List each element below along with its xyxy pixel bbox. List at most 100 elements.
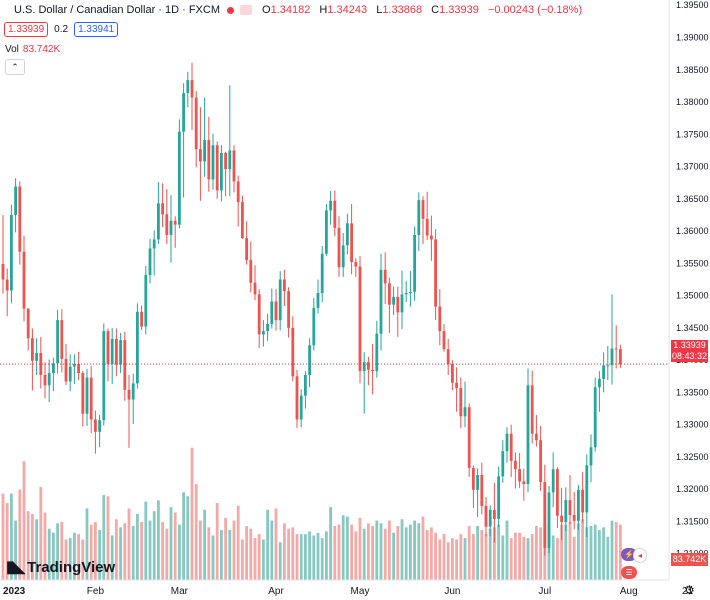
volume-bar: [47, 528, 51, 580]
candle-body: [131, 383, 135, 400]
candle-body: [270, 301, 274, 325]
candle-body: [362, 362, 366, 372]
candle-body: [119, 340, 122, 365]
currency-flag-icon[interactable]: ☰: [621, 566, 637, 579]
volume-bar: [136, 513, 139, 580]
buy-button[interactable]: 1.33941: [74, 22, 119, 37]
volume-bar: [400, 519, 404, 580]
volume-bar: [56, 523, 59, 580]
volume-bar: [224, 517, 227, 580]
time-tick-label: Jul: [538, 586, 551, 597]
volume-bar: [505, 520, 509, 580]
volume-bar: [77, 534, 80, 580]
candle-body: [434, 239, 437, 307]
price-tick-label: 1.31500: [676, 516, 709, 526]
candle-body: [564, 500, 568, 523]
candle-layer: [1, 62, 622, 556]
open-value: 1.34182: [270, 4, 311, 16]
collapse-legend-icon[interactable]: ⌃: [5, 59, 25, 75]
volume-bar: [18, 489, 22, 580]
volume-bar: [425, 530, 429, 580]
volume-bar: [207, 527, 211, 580]
volume-bar: [161, 521, 164, 580]
volume-bar: [215, 503, 219, 580]
candle-body: [207, 140, 211, 180]
volume-bar: [325, 531, 328, 580]
volume-bar: [430, 527, 433, 580]
volume-bar: [392, 532, 395, 580]
volume-bar: [572, 536, 576, 580]
candle-body: [316, 293, 320, 308]
volume-bar: [530, 534, 534, 580]
price-tick-label: 1.32000: [676, 484, 709, 494]
event-flag-icon[interactable]: ◂: [633, 548, 647, 563]
change-value: −0.00243 (−0.18%): [487, 4, 583, 16]
volume-bar: [434, 532, 437, 580]
flag-icon[interactable]: [240, 5, 253, 15]
candle-body: [493, 509, 496, 519]
candle-body: [85, 377, 89, 414]
candle-body: [375, 333, 379, 372]
candle-body: [266, 324, 269, 332]
volume-bar: [241, 539, 244, 580]
time-tick-label: Apr: [268, 586, 284, 597]
volume-bar: [278, 542, 282, 580]
volume-bar: [577, 523, 580, 580]
candle-body: [35, 353, 38, 361]
candle-body: [47, 373, 51, 386]
candle-body: [421, 200, 425, 219]
candle-body: [236, 181, 240, 203]
candle-body: [5, 279, 9, 291]
candle-body: [203, 140, 206, 162]
candle-body: [598, 378, 601, 388]
volume-bar: [417, 523, 421, 580]
volume-bar: [375, 520, 379, 580]
volume-bar: [220, 530, 223, 580]
candle-body: [518, 469, 521, 482]
candle-body: [140, 311, 143, 327]
candle-body: [509, 433, 513, 461]
candle-body: [350, 223, 353, 263]
volume-bar: [165, 528, 169, 580]
candle-body: [22, 251, 26, 309]
volume-bar: [333, 526, 337, 580]
volume-bar: [102, 494, 106, 580]
volume-bar: [85, 508, 89, 580]
volume-bar: [358, 517, 362, 580]
price-axis[interactable]: 1.39500 1.39000 1.38500 1.38000 1.37500 1.370…: [676, 0, 709, 559]
settings-icon[interactable]: ⚙: [684, 583, 695, 597]
candle-body: [169, 220, 173, 235]
candle-body: [455, 382, 458, 388]
candle-body: [501, 451, 505, 477]
sell-button[interactable]: 1.33939: [4, 22, 49, 37]
volume-bar: [362, 528, 366, 580]
volume-bar: [442, 534, 446, 580]
volume-bar: [287, 528, 290, 580]
symbol-title[interactable]: U.S. Dollar / Canadian Dollar · 1D · FXC…: [14, 4, 221, 16]
candle-body: [367, 362, 370, 370]
price-tick-label: 1.33000: [676, 420, 709, 430]
volume-bar: [535, 526, 538, 580]
candle-body: [522, 481, 526, 485]
volume-bar: [610, 520, 614, 580]
time-axis[interactable]: 2023 Feb Mar Apr May Jun Jul Aug 21: [3, 586, 694, 597]
candle-body: [1, 263, 5, 280]
volume-bar: [304, 534, 307, 580]
volume-bar: [68, 538, 72, 580]
volume-bar: [203, 509, 206, 580]
candle-body: [81, 373, 85, 414]
candle-body: [409, 291, 412, 294]
volume-bar: [320, 538, 324, 580]
volume-bar: [5, 503, 9, 580]
candle-body: [619, 349, 622, 365]
volume-legend: Vol 83.742K: [5, 44, 60, 55]
volume-bar: [94, 521, 97, 580]
volume-bar: [316, 532, 320, 580]
candle-body: [577, 489, 580, 521]
volume-bar: [31, 513, 34, 580]
volume-bar: [106, 496, 110, 580]
candle-body: [476, 475, 479, 490]
candle-body: [337, 227, 341, 268]
candle-body: [430, 235, 433, 240]
